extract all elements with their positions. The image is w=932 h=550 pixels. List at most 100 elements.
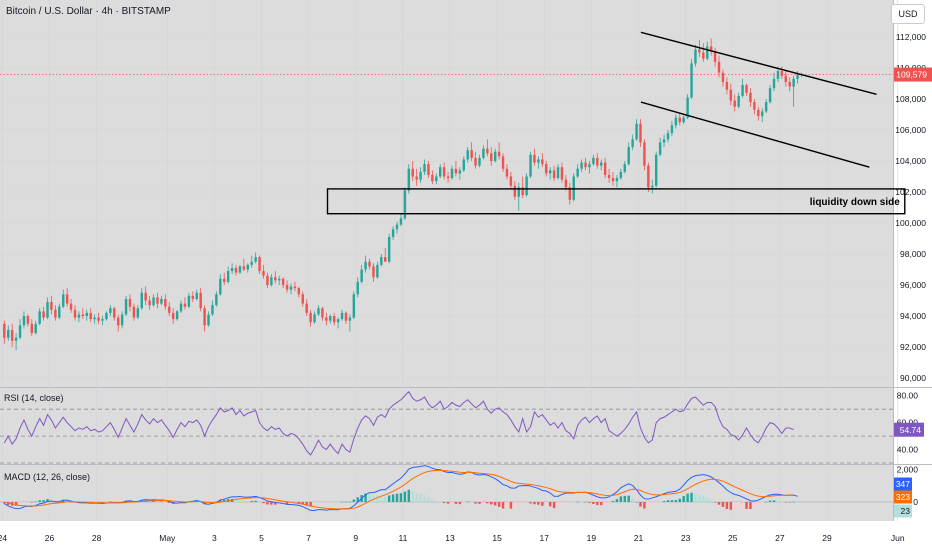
macd-tick-label: 0 bbox=[913, 497, 918, 507]
candle bbox=[399, 213, 403, 227]
macd-histogram-bar bbox=[156, 501, 159, 503]
candle bbox=[38, 308, 41, 326]
macd-histogram-bar bbox=[521, 502, 524, 504]
candle bbox=[497, 142, 501, 160]
last-price-tag bbox=[894, 67, 932, 82]
candle bbox=[478, 154, 481, 168]
macd-histogram-bar bbox=[270, 502, 273, 505]
rsi-tick-label: 80.00 bbox=[897, 391, 919, 401]
candle-body bbox=[733, 100, 736, 107]
candle bbox=[702, 43, 705, 62]
candle-body bbox=[77, 314, 81, 318]
macd-histogram-bar bbox=[234, 499, 238, 502]
macd-histogram-bar bbox=[399, 493, 403, 502]
candle bbox=[321, 306, 324, 321]
macd-histogram-bar bbox=[423, 495, 426, 502]
candle bbox=[270, 274, 273, 287]
time-tick-label: 21 bbox=[634, 533, 644, 543]
candle-body bbox=[780, 71, 784, 76]
macd-histogram-bar bbox=[623, 495, 627, 502]
time-tick-label: 9 bbox=[353, 533, 358, 543]
candle-body bbox=[352, 294, 356, 318]
candle bbox=[144, 286, 147, 306]
gridlines bbox=[2, 0, 899, 521]
time-tick-label: 19 bbox=[587, 533, 597, 543]
currency-button[interactable]: USD bbox=[891, 4, 925, 24]
macd-histogram-bar bbox=[344, 501, 348, 503]
macd-histogram-bar bbox=[317, 502, 320, 505]
candle-body bbox=[242, 266, 246, 270]
candle-body bbox=[470, 150, 473, 158]
rsi-pane[interactable] bbox=[0, 390, 893, 464]
candle-body bbox=[466, 150, 469, 160]
candle-body bbox=[596, 157, 599, 166]
channel-lower-line bbox=[640, 101, 870, 168]
macd-histogram-bar bbox=[548, 502, 552, 507]
macd-histogram-bar bbox=[203, 502, 206, 504]
macd-histogram-bar bbox=[411, 490, 414, 502]
candle-body bbox=[156, 297, 159, 304]
candle bbox=[450, 165, 454, 180]
time-tick-label: 25 bbox=[728, 533, 738, 543]
candle-body bbox=[509, 176, 513, 186]
candle bbox=[211, 300, 214, 316]
macd-pane[interactable] bbox=[0, 465, 893, 511]
macd-histogram-bar bbox=[651, 502, 654, 506]
candle-body bbox=[7, 329, 10, 338]
candle-body bbox=[113, 308, 116, 318]
candle bbox=[584, 157, 587, 171]
candle-body bbox=[753, 102, 756, 110]
candle bbox=[541, 153, 544, 168]
candle-body bbox=[666, 133, 670, 140]
candle bbox=[588, 161, 591, 174]
macd-histogram-bar bbox=[403, 491, 407, 502]
candle-body bbox=[128, 298, 132, 307]
candle bbox=[780, 66, 784, 79]
candle bbox=[191, 291, 195, 303]
macd-histogram-bar bbox=[505, 502, 509, 509]
macd-histogram-bar bbox=[372, 495, 375, 502]
candle-body bbox=[450, 168, 454, 179]
candle bbox=[493, 148, 497, 163]
candle bbox=[647, 162, 650, 192]
macd-histogram-bar bbox=[313, 502, 316, 506]
macd-histogram-bar bbox=[415, 492, 418, 502]
candle-body bbox=[3, 323, 6, 338]
macd-histogram-bar bbox=[325, 502, 328, 504]
candle bbox=[203, 305, 206, 332]
candle-body bbox=[46, 302, 49, 318]
macd-histogram-bar bbox=[246, 500, 250, 502]
price-tick-label: 100,000 bbox=[895, 218, 926, 228]
candle-body bbox=[120, 314, 124, 326]
chart-title: Bitcoin / U.S. Dollar · 4h · BITSTAMP bbox=[6, 6, 171, 17]
macd-value-label: 23 bbox=[901, 506, 911, 516]
macd-histogram-bar bbox=[670, 500, 674, 502]
macd-histogram-bar bbox=[442, 502, 446, 503]
candle bbox=[654, 151, 658, 188]
candle-body bbox=[226, 271, 230, 282]
candle bbox=[470, 142, 473, 161]
candle-body bbox=[702, 52, 705, 59]
macd-histogram-bar bbox=[458, 502, 462, 505]
candle-body bbox=[364, 261, 367, 270]
macd-histogram-bar bbox=[30, 502, 34, 503]
macd-histogram-bar bbox=[438, 501, 442, 502]
candle bbox=[772, 72, 776, 92]
macd-histogram-bar bbox=[792, 501, 795, 503]
candle-body bbox=[207, 314, 210, 326]
candle-body bbox=[407, 168, 411, 191]
price-pane[interactable] bbox=[0, 38, 893, 351]
macd-histogram-bar bbox=[666, 500, 670, 502]
macd-histogram-bar bbox=[356, 497, 359, 502]
candle bbox=[309, 309, 312, 327]
rsi-label: RSI (14, close) bbox=[4, 393, 64, 403]
price-tick-label: 94,000 bbox=[900, 311, 926, 321]
macd-histogram-bar bbox=[592, 502, 595, 504]
macd-histogram-bar bbox=[152, 501, 155, 502]
candle-body bbox=[619, 171, 623, 179]
macd-histogram-bar bbox=[352, 499, 356, 502]
macd-histogram-bar bbox=[168, 502, 171, 503]
candle bbox=[548, 167, 552, 180]
candle bbox=[391, 226, 395, 241]
candle bbox=[128, 294, 132, 312]
